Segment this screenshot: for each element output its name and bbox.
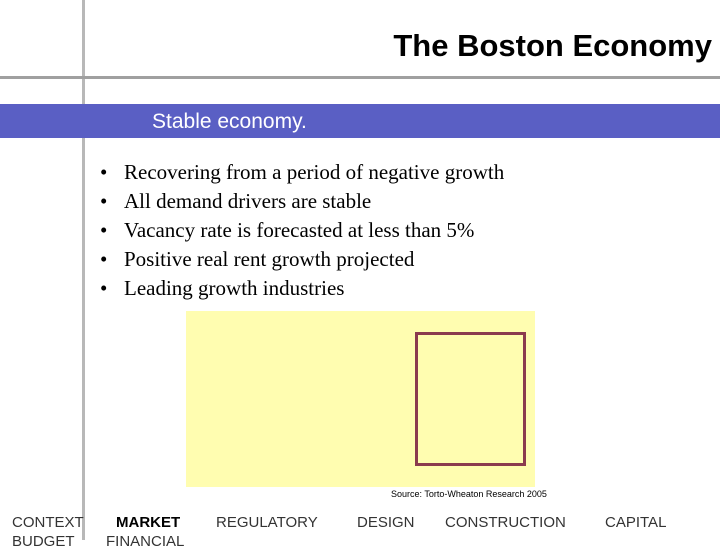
nav-construction[interactable]: CONSTRUCTION <box>445 514 566 531</box>
bullet-text: Positive real rent growth projected <box>124 247 415 271</box>
bullet-item: • Vacancy rate is forecasted at less than… <box>100 216 504 245</box>
bullet-marker: • <box>100 160 108 184</box>
bullet-item: • Leading growth industries <box>100 274 504 303</box>
subtitle-band <box>0 104 720 138</box>
bullet-item: • Recovering from a period of negative gr… <box>100 158 504 187</box>
subtitle-text: Stable economy. <box>152 110 307 133</box>
bullet-marker: • <box>100 218 108 242</box>
bullet-marker: • <box>100 247 108 271</box>
nav-market[interactable]: MARKET <box>116 514 181 531</box>
bullet-item: • All demand drivers are stable <box>100 187 504 216</box>
bullet-text: All demand drivers are stable <box>124 189 372 213</box>
bullet-text: Vacancy rate is forecasted at less than … <box>124 218 475 242</box>
source-note: Source: Torto-Wheaton Research 2005 <box>391 489 547 499</box>
nav-budget[interactable]: BUDGET <box>12 533 75 550</box>
bullet-marker: • <box>100 189 108 213</box>
page-title: The Boston Economy <box>393 28 712 63</box>
bullet-item: • Positive real rent growth projected <box>100 245 504 274</box>
chart-placeholder <box>186 311 535 487</box>
chart-highlight-frame <box>415 332 526 466</box>
bullet-text: Leading growth industries <box>124 276 345 300</box>
bullet-list: • Recovering from a period of negative gr… <box>100 158 504 303</box>
nav-design[interactable]: DESIGN <box>357 514 415 531</box>
nav-context[interactable]: CONTEXT <box>12 514 84 531</box>
left-vertical-rule <box>82 0 85 540</box>
nav-regulatory[interactable]: REGULATORY <box>216 514 318 531</box>
bullet-text: Recovering from a period of negative gro… <box>124 160 505 184</box>
bullet-marker: • <box>100 276 108 300</box>
title-underline <box>0 76 720 79</box>
nav-capital[interactable]: CAPITAL <box>605 514 667 531</box>
nav-financial[interactable]: FINANCIAL <box>106 533 185 550</box>
